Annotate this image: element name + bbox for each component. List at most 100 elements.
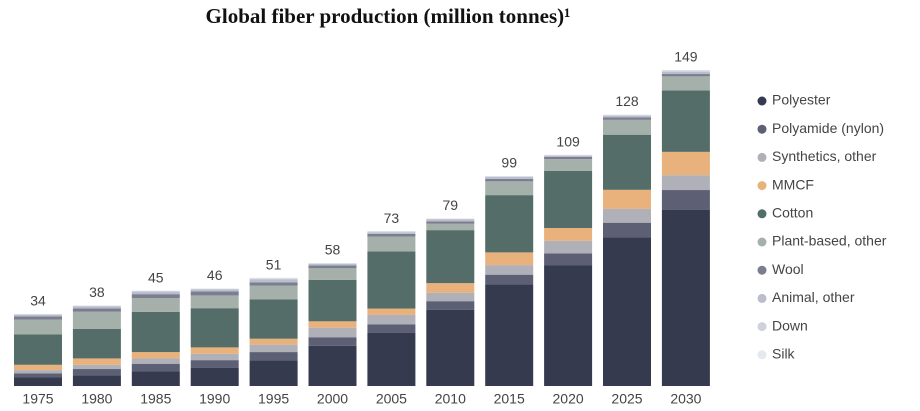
bar-segment bbox=[661, 190, 710, 210]
bar-segment bbox=[249, 360, 298, 386]
bar-segment bbox=[14, 364, 62, 371]
bar-segment bbox=[308, 279, 357, 322]
bar-segment bbox=[249, 352, 298, 361]
bar-segment bbox=[661, 175, 710, 191]
bar-segment bbox=[190, 347, 239, 354]
bar-segment bbox=[544, 253, 593, 266]
bar-segment bbox=[190, 308, 239, 348]
bar-segment bbox=[308, 327, 357, 338]
bar-segment bbox=[603, 237, 651, 386]
bar-segment bbox=[367, 308, 416, 315]
bar-segment bbox=[72, 364, 121, 370]
bar-segment bbox=[544, 155, 593, 156]
bar-segment bbox=[603, 114, 651, 116]
legend-label: Polyester bbox=[772, 92, 831, 108]
bar-segment bbox=[367, 233, 416, 237]
bar-segment bbox=[661, 76, 710, 91]
bar-segment bbox=[190, 353, 239, 361]
bar-segment bbox=[14, 319, 62, 335]
bar-segment bbox=[14, 314, 62, 315]
bar-segment bbox=[72, 375, 121, 386]
bar-segment bbox=[190, 367, 239, 386]
bar-segment bbox=[131, 358, 180, 364]
bar-segment bbox=[308, 321, 357, 328]
bar-segment bbox=[426, 219, 475, 222]
bar-segment bbox=[367, 236, 416, 252]
legend-label: Wool bbox=[772, 261, 804, 277]
legend-label: MMCF bbox=[772, 176, 814, 192]
bar-segment bbox=[426, 292, 475, 302]
bar-segment bbox=[426, 221, 475, 224]
bar-segment bbox=[14, 370, 62, 374]
total-label: 149 bbox=[674, 49, 698, 65]
legend-marker bbox=[757, 265, 767, 275]
bar-segment bbox=[603, 208, 651, 223]
x-tick-label: 1980 bbox=[81, 391, 112, 407]
bar-segment bbox=[485, 252, 534, 266]
legend-label: Down bbox=[772, 317, 808, 333]
bar-segment bbox=[131, 363, 180, 372]
bar-segment bbox=[72, 328, 121, 359]
bar-segment bbox=[485, 284, 534, 386]
bar-segment bbox=[131, 371, 180, 386]
bar-segment bbox=[190, 360, 239, 368]
legend-marker bbox=[757, 209, 767, 219]
total-label: 79 bbox=[443, 197, 459, 213]
bar-segment bbox=[131, 290, 180, 293]
total-label: 51 bbox=[266, 257, 282, 273]
bar-segment bbox=[367, 314, 416, 325]
bar-segment bbox=[308, 263, 357, 266]
bar-segment bbox=[367, 232, 416, 234]
bar-segment bbox=[485, 176, 534, 177]
legend-marker bbox=[757, 322, 767, 332]
legend-marker bbox=[757, 124, 767, 134]
total-label: 58 bbox=[325, 242, 341, 258]
total-label: 109 bbox=[556, 134, 580, 150]
bar-segment bbox=[367, 324, 416, 333]
bar-segment bbox=[544, 155, 593, 157]
bar-segment bbox=[426, 230, 475, 284]
bar-segment bbox=[544, 170, 593, 228]
bar-segment bbox=[485, 181, 534, 196]
bar-segment bbox=[249, 278, 298, 280]
bar-segment bbox=[485, 176, 534, 179]
total-label: 99 bbox=[501, 155, 517, 171]
bar-segment bbox=[14, 334, 62, 365]
x-tick-label: 1985 bbox=[140, 391, 171, 407]
x-tick-label: 2030 bbox=[670, 391, 701, 407]
bar-segment bbox=[308, 345, 357, 386]
bar-segment bbox=[603, 115, 651, 118]
bar-segment bbox=[661, 71, 710, 75]
bar-segment bbox=[426, 218, 475, 220]
bar-segment bbox=[603, 189, 651, 209]
bar-segment bbox=[603, 222, 651, 238]
x-tick-label: 2015 bbox=[494, 391, 525, 407]
bar-segment bbox=[249, 338, 298, 345]
legend-marker bbox=[757, 96, 767, 106]
bar-segment bbox=[544, 265, 593, 386]
legend-marker bbox=[757, 350, 767, 360]
bar-segment bbox=[367, 251, 416, 309]
bar-segment bbox=[661, 151, 710, 176]
bar-segment bbox=[190, 289, 239, 292]
bar-segment bbox=[72, 358, 121, 365]
bar-segment bbox=[14, 314, 62, 317]
legend-label: Animal, other bbox=[772, 289, 855, 305]
legend-label: Plant-based, other bbox=[772, 233, 887, 249]
x-tick-label: 2000 bbox=[317, 391, 348, 407]
total-label: 38 bbox=[89, 284, 105, 300]
bar-segment bbox=[367, 332, 416, 386]
bar-segment bbox=[485, 265, 534, 275]
bar-segment bbox=[544, 228, 593, 241]
bar-segment bbox=[426, 223, 475, 231]
bar-segment bbox=[426, 309, 475, 386]
bar-segment bbox=[190, 288, 239, 290]
total-label: 45 bbox=[148, 269, 164, 285]
bar-segment bbox=[131, 292, 180, 295]
bar-segment bbox=[249, 279, 298, 283]
bar-segment bbox=[249, 282, 298, 286]
total-label: 73 bbox=[384, 210, 400, 226]
bar-segment bbox=[131, 297, 180, 312]
bar-segment bbox=[603, 117, 651, 120]
